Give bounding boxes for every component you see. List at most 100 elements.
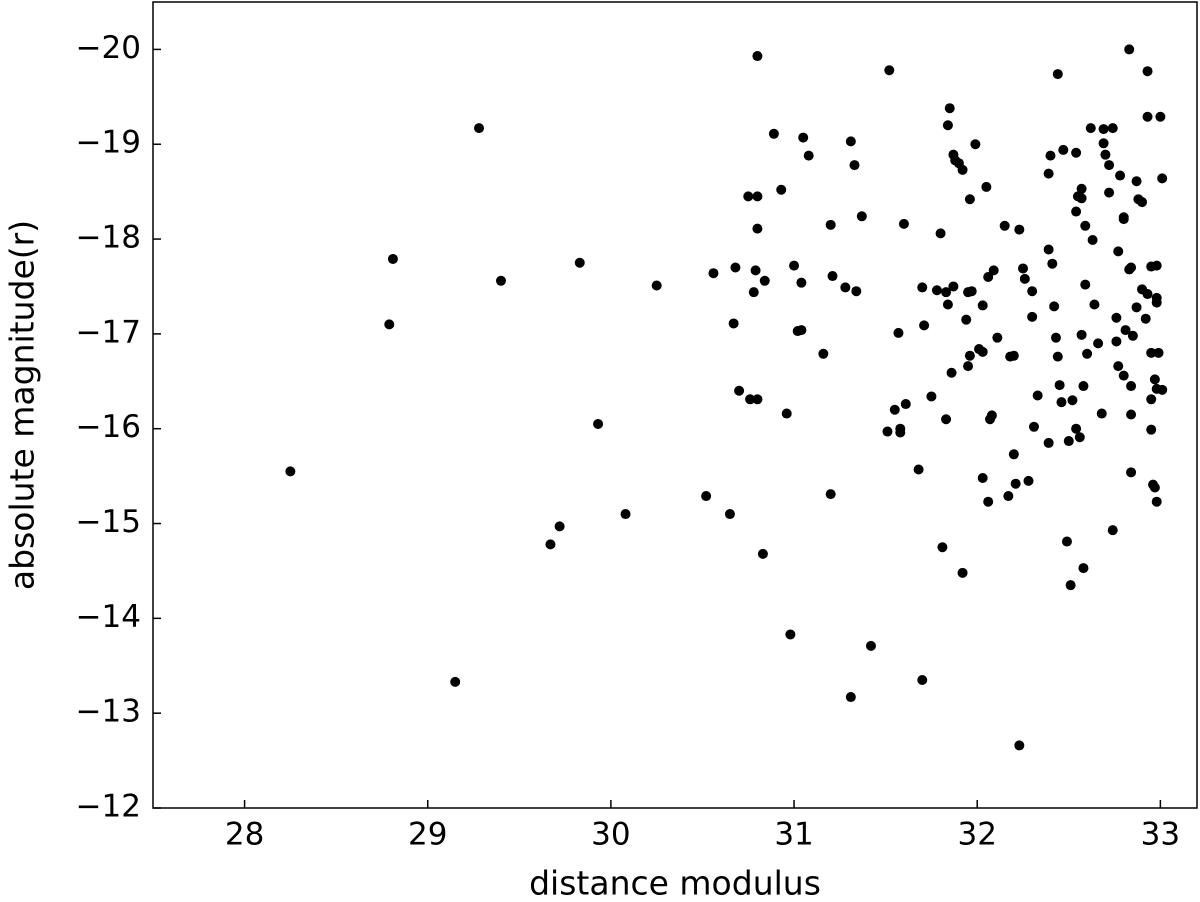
- point: [1080, 220, 1091, 231]
- point: [948, 281, 959, 292]
- y-tick-label: −17: [76, 314, 141, 350]
- point: [964, 194, 975, 205]
- point: [1010, 478, 1021, 489]
- point: [1142, 66, 1153, 77]
- point: [1018, 263, 1028, 274]
- point: [734, 385, 745, 396]
- x-axis-label: distance modulus: [529, 864, 821, 902]
- x-tick-label: 32: [957, 817, 996, 853]
- y-tick-label: −16: [76, 409, 141, 445]
- point: [1149, 482, 1160, 493]
- point: [1137, 197, 1148, 208]
- point: [745, 394, 756, 405]
- point: [1098, 124, 1109, 135]
- y-tick-label: −18: [76, 220, 141, 256]
- point: [1027, 311, 1038, 322]
- point: [752, 223, 763, 234]
- point: [759, 275, 770, 286]
- point: [961, 314, 972, 325]
- point: [1019, 273, 1030, 284]
- point: [1023, 475, 1034, 486]
- point: [450, 676, 461, 687]
- point: [1127, 330, 1138, 341]
- point: [1045, 150, 1056, 161]
- point: [919, 320, 930, 331]
- point: [1096, 408, 1107, 419]
- point: [917, 674, 928, 685]
- y-tick-label: −20: [76, 30, 141, 66]
- point: [798, 132, 809, 143]
- point: [1100, 149, 1111, 160]
- y-tick-label: −13: [76, 694, 141, 730]
- point: [1014, 740, 1025, 751]
- point: [884, 65, 895, 76]
- point: [1113, 246, 1124, 257]
- point: [1157, 384, 1168, 395]
- point: [776, 184, 787, 195]
- point: [1049, 301, 1060, 312]
- point: [1157, 173, 1168, 184]
- point: [1061, 536, 1072, 547]
- point: [1032, 390, 1043, 401]
- y-tick-label: −12: [76, 789, 141, 825]
- point: [768, 128, 779, 139]
- point: [986, 410, 997, 421]
- point: [1082, 348, 1093, 359]
- point: [757, 548, 768, 559]
- point: [856, 211, 867, 222]
- point: [545, 539, 556, 550]
- point: [977, 473, 988, 484]
- point: [1043, 244, 1054, 255]
- point: [977, 346, 988, 357]
- point: [752, 191, 763, 202]
- point: [992, 332, 1003, 343]
- point: [1047, 258, 1058, 269]
- point: [900, 399, 911, 410]
- point: [554, 521, 565, 532]
- point: [999, 220, 1010, 231]
- point: [496, 275, 506, 286]
- point: [1076, 183, 1087, 194]
- point: [387, 253, 398, 264]
- point: [1058, 144, 1069, 155]
- point: [1067, 395, 1078, 406]
- point: [781, 408, 792, 419]
- point: [1043, 168, 1054, 179]
- point: [946, 367, 957, 378]
- point: [851, 286, 862, 297]
- point: [1113, 361, 1124, 372]
- point: [942, 120, 953, 131]
- point: [977, 300, 988, 311]
- point: [785, 629, 796, 640]
- point: [752, 51, 763, 62]
- point: [1054, 380, 1065, 391]
- point: [1043, 437, 1054, 448]
- point: [981, 181, 992, 192]
- point: [882, 426, 893, 437]
- point: [1120, 325, 1131, 336]
- point: [913, 464, 924, 475]
- point: [865, 640, 876, 651]
- point: [964, 350, 975, 361]
- point: [1050, 332, 1061, 343]
- point: [1107, 525, 1118, 536]
- x-tick-label: 33: [1141, 817, 1180, 853]
- x-tick-label: 28: [225, 817, 264, 853]
- point: [937, 542, 948, 553]
- point: [1087, 235, 1098, 246]
- point: [893, 327, 904, 338]
- point: [1027, 286, 1038, 297]
- point: [1126, 381, 1137, 392]
- point: [957, 164, 968, 175]
- point: [1142, 111, 1153, 122]
- point: [1076, 193, 1087, 204]
- point: [1098, 138, 1109, 149]
- point: [1008, 449, 1019, 460]
- point: [724, 509, 735, 520]
- point: [1107, 123, 1118, 134]
- point: [620, 509, 631, 520]
- point: [1142, 289, 1153, 300]
- point: [789, 260, 800, 271]
- point: [1149, 374, 1160, 385]
